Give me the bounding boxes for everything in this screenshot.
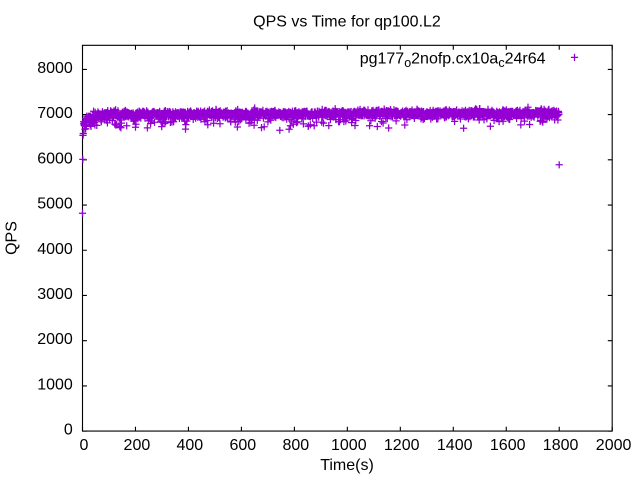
svg-text:1800: 1800 [543, 437, 579, 454]
svg-text:Time(s): Time(s) [320, 457, 374, 474]
svg-text:2000: 2000 [596, 437, 632, 454]
svg-text:0: 0 [79, 437, 88, 454]
svg-text:5000: 5000 [37, 196, 73, 213]
svg-text:4000: 4000 [37, 241, 73, 258]
svg-text:600: 600 [229, 437, 256, 454]
svg-text:1600: 1600 [490, 437, 526, 454]
svg-text:0: 0 [64, 422, 73, 439]
svg-text:QPS: QPS [4, 221, 21, 255]
svg-text:8000: 8000 [37, 60, 73, 77]
svg-text:7000: 7000 [37, 105, 73, 122]
svg-text:800: 800 [282, 437, 309, 454]
svg-text:2000: 2000 [37, 331, 73, 348]
svg-text:6000: 6000 [37, 150, 73, 167]
svg-text:1000: 1000 [331, 437, 367, 454]
svg-text:1000: 1000 [37, 376, 73, 393]
svg-text:pg177o2nofp.cx10ac24r64: pg177o2nofp.cx10ac24r64 [360, 51, 546, 71]
svg-text:400: 400 [176, 437, 203, 454]
svg-text:200: 200 [124, 437, 151, 454]
svg-text:QPS vs Time for qp100.L2: QPS vs Time for qp100.L2 [253, 14, 441, 31]
svg-text:3000: 3000 [37, 286, 73, 303]
svg-text:1200: 1200 [384, 437, 420, 454]
svg-text:1400: 1400 [437, 437, 473, 454]
